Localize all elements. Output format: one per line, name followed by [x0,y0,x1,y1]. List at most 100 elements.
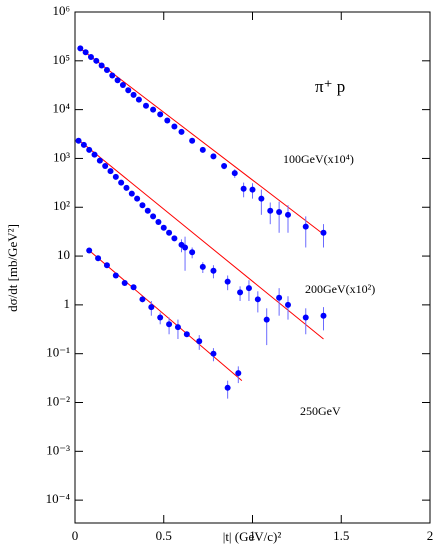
y-axis-label: dσ/dt [mb/GeV²] [5,224,20,312]
data-point [182,244,189,251]
data-point [139,296,146,303]
data-point [150,213,157,220]
data-point [103,66,110,73]
data-point [320,312,327,319]
y-tick-label: 10⁵ [52,52,70,67]
data-point [114,77,121,84]
data-point [107,168,114,175]
data-point [148,304,155,311]
data-point [130,284,137,291]
y-tick-label: 10⁻⁴ [46,491,71,506]
data-point [210,267,217,274]
data-point [134,195,141,202]
data-point [82,49,89,56]
data-point [171,123,178,130]
data-point [276,294,283,301]
data-point [210,350,217,357]
data-point [118,179,125,186]
x-axis-label: |t| (GeV/c)² [223,529,282,544]
data-point [119,81,126,88]
data-point [221,163,228,170]
data-point [245,285,252,292]
x-tick-label: 0.5 [156,528,172,543]
data-point [164,117,171,124]
data-point [80,141,87,148]
fit-line [78,139,324,340]
y-tick-label: 10³ [53,149,70,164]
data-point [86,146,93,153]
data-point [199,146,206,153]
data-point [139,202,146,209]
data-point [263,316,270,323]
data-point [285,301,291,308]
data-point [77,45,84,52]
annotation: π⁺ p [315,77,345,96]
y-tick-label: 10⁻¹ [46,345,70,360]
data-point [95,255,102,262]
data-point [144,207,151,214]
annotation: 200GeV(x10²) [305,282,375,296]
data-point [91,151,98,158]
y-tick-label: 10² [53,198,70,213]
data-point [150,106,157,113]
data-point [302,314,309,321]
data-point [237,289,244,296]
data-point [267,207,274,214]
data-point [199,263,206,270]
y-tick-label: 10 [57,247,70,262]
data-point [143,102,149,109]
fit-line [78,46,324,235]
data-point [189,249,196,256]
data-point [302,223,309,230]
data-point [123,184,130,191]
data-point [155,218,162,225]
data-point [103,262,110,269]
annotation: 250GeV [300,404,341,418]
data-point [157,314,164,321]
data-point [93,57,100,64]
data-point [166,321,173,328]
data-point [157,111,164,118]
data-point [166,229,173,236]
data-point [135,96,142,103]
data-point [258,195,265,202]
data-point [254,296,261,303]
y-tick-label: 10⁴ [52,101,70,116]
data-point [224,278,231,285]
data-point [276,208,283,215]
x-tick-label: 2 [427,528,434,543]
data-point [86,247,93,254]
y-tick-label: 10⁻³ [46,442,70,457]
data-point [171,235,178,242]
x-tick-label: 1 [249,528,256,543]
data-point [210,153,217,160]
data-point [87,53,94,60]
data-point [112,272,119,279]
data-point [231,170,238,177]
y-tick-label: 10⁶ [52,3,70,18]
data-point [183,331,190,338]
data-point [128,190,135,197]
data-point [285,211,291,218]
data-point [240,185,247,192]
data-point [235,370,242,377]
data-point [109,72,116,79]
data-point [178,128,185,135]
x-tick-label: 0 [72,528,79,543]
data-point [189,137,196,144]
data-point [98,62,105,69]
data-point [96,157,103,164]
fit-line [88,250,243,382]
data-point [102,163,109,170]
data-point [121,280,128,287]
data-point [112,173,119,180]
y-tick-label: 10⁻² [46,393,70,408]
data-point [224,384,231,391]
x-tick-label: 1.5 [333,528,349,543]
data-point [196,338,203,345]
y-tick-label: 1 [64,296,71,311]
data-point [75,137,82,144]
data-point [249,186,256,193]
data-point [160,224,167,231]
